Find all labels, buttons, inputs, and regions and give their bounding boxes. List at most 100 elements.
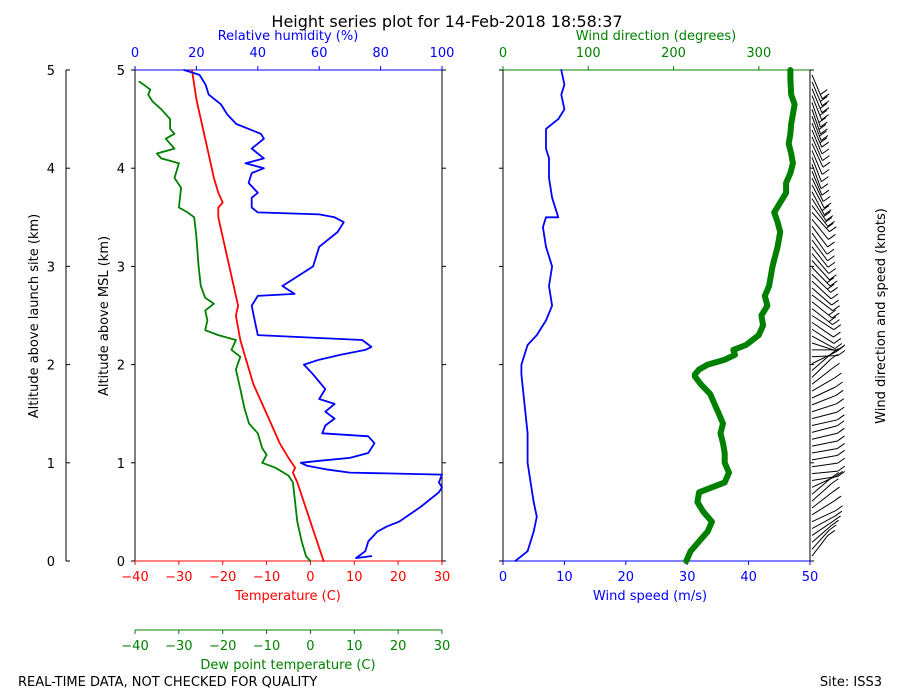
wind-barb (811, 486, 840, 509)
wind-barb (811, 198, 834, 222)
wind-barb (811, 232, 835, 255)
wind-barb (811, 88, 830, 114)
wind-speed-tick-label: 50 (802, 570, 819, 585)
humidity-tick-label: 20 (188, 46, 205, 61)
temperature-tick-label: 10 (346, 570, 363, 585)
wind-barb (811, 372, 842, 392)
wind-barb (811, 280, 839, 300)
wind-barb (811, 335, 843, 349)
wind-barb (811, 177, 831, 202)
wind-barb (811, 321, 841, 338)
wind-barb (811, 530, 836, 557)
wind-barb (811, 287, 839, 306)
outer-altitude-label: Altitude above launch site (km) (27, 214, 42, 418)
wind-speed-axis-label: Wind speed (m/s) (593, 589, 707, 604)
wind-speed-line (514, 69, 566, 562)
wind-barb (811, 315, 842, 331)
wind-barb (811, 495, 842, 516)
wind-barb (811, 143, 831, 168)
wind-barb (811, 505, 843, 523)
wind-barb (811, 157, 829, 183)
wind-barb (811, 273, 838, 293)
left-y-tick-label: 0 (117, 555, 125, 570)
wind-barb (811, 246, 836, 268)
wind-speed-tick-label: 20 (618, 570, 635, 585)
wind-barb (811, 443, 845, 454)
wind-barb (811, 102, 828, 128)
temperature-tick-label: −30 (165, 570, 192, 585)
wind-speed-tick-label: 30 (679, 570, 696, 585)
wind-barb (811, 470, 843, 488)
wind-direction-line (683, 67, 798, 564)
dewpoint-line (138, 80, 312, 562)
wind-barb (811, 350, 846, 358)
wind-barb (811, 164, 829, 190)
temperature-tick-label: −40 (121, 570, 148, 585)
humidity-tick-label: 100 (430, 46, 455, 61)
wind-barb (811, 524, 837, 550)
wind-barb (811, 267, 838, 287)
wind-barb (811, 74, 830, 100)
wind-barb (811, 212, 837, 233)
wind-barb (811, 515, 841, 536)
temperature-tick-label: 30 (434, 570, 451, 585)
wind-barb (811, 398, 845, 413)
wind-barb (811, 191, 832, 216)
dewpoint-tick-label: −40 (121, 639, 148, 654)
dewpoint-tick-label: −30 (165, 639, 192, 654)
wind-barb (811, 519, 839, 543)
wind-direction-tick-label: 100 (576, 46, 601, 61)
humidity-tick-label: 60 (311, 46, 328, 61)
humidity-axis-label: Relative humidity (%) (218, 29, 359, 44)
wind-barb (811, 260, 837, 281)
wind-direction-axis-label: Wind direction (degrees) (576, 29, 736, 44)
wind-direction-tick-label: 0 (499, 46, 507, 61)
outer-tick-label: 4 (47, 162, 55, 177)
wind-barb (811, 510, 843, 530)
wind-barb (811, 225, 835, 248)
outer-tick-label: 1 (47, 457, 55, 472)
wind-speed-tick-label: 10 (556, 570, 573, 585)
dewpoint-tick-label: 20 (390, 639, 407, 654)
wind-barb (811, 420, 845, 433)
wind-barb (811, 465, 846, 475)
wind-speed-tick-label: 0 (499, 570, 507, 585)
temperature-tick-label: 0 (306, 570, 314, 585)
outer-altitude-axis: 0 1 2 3 4 5 Altitude above launch site (km) (27, 64, 70, 570)
wind-barb (811, 122, 829, 148)
wind-barb (811, 81, 830, 107)
left-panel: 0 1 2 3 4 5 Altitude above MSL (km) −40 −30 −20… (97, 29, 454, 673)
wind-barb (811, 109, 828, 135)
humidity-tick-label: 40 (250, 46, 267, 61)
wind-barb (811, 95, 829, 121)
dewpoint-tick-label: −10 (253, 639, 280, 654)
left-y-tick-label: 4 (117, 162, 125, 177)
temperature-tick-label: 20 (390, 570, 407, 585)
wind-barb (811, 406, 845, 420)
dewpoint-tick-label: −20 (209, 639, 236, 654)
wind-barb (811, 414, 845, 426)
outer-tick-label: 2 (47, 359, 55, 374)
footer-quality-note: REAL-TIME DATA, NOT CHECKED FOR QUALITY (18, 675, 317, 690)
left-y-tick-label: 3 (117, 260, 125, 275)
wind-barbs-label: Wind direction and speed (knots) (874, 208, 889, 424)
wind-barb (811, 457, 846, 468)
wind-barb (811, 308, 840, 326)
dewpoint-tick-label: 0 (306, 639, 314, 654)
wind-barb (811, 449, 845, 461)
wind-barb (811, 205, 835, 227)
wind-barb (811, 362, 840, 385)
left-y-tick-label: 2 (117, 359, 125, 374)
chart-title: Height series plot for 14-Feb-2018 18:58… (271, 12, 622, 31)
dewpoint-tick-label: 30 (434, 639, 451, 654)
wind-barb (811, 427, 845, 440)
dewpoint-tick-label: 10 (346, 639, 363, 654)
wind-barb (811, 435, 845, 447)
wind-barb (811, 294, 840, 312)
outer-tick-label: 5 (47, 64, 55, 79)
wind-barb (811, 389, 844, 406)
wind-barb (811, 170, 830, 196)
wind-barb (811, 150, 830, 175)
wind-barb (811, 342, 845, 352)
